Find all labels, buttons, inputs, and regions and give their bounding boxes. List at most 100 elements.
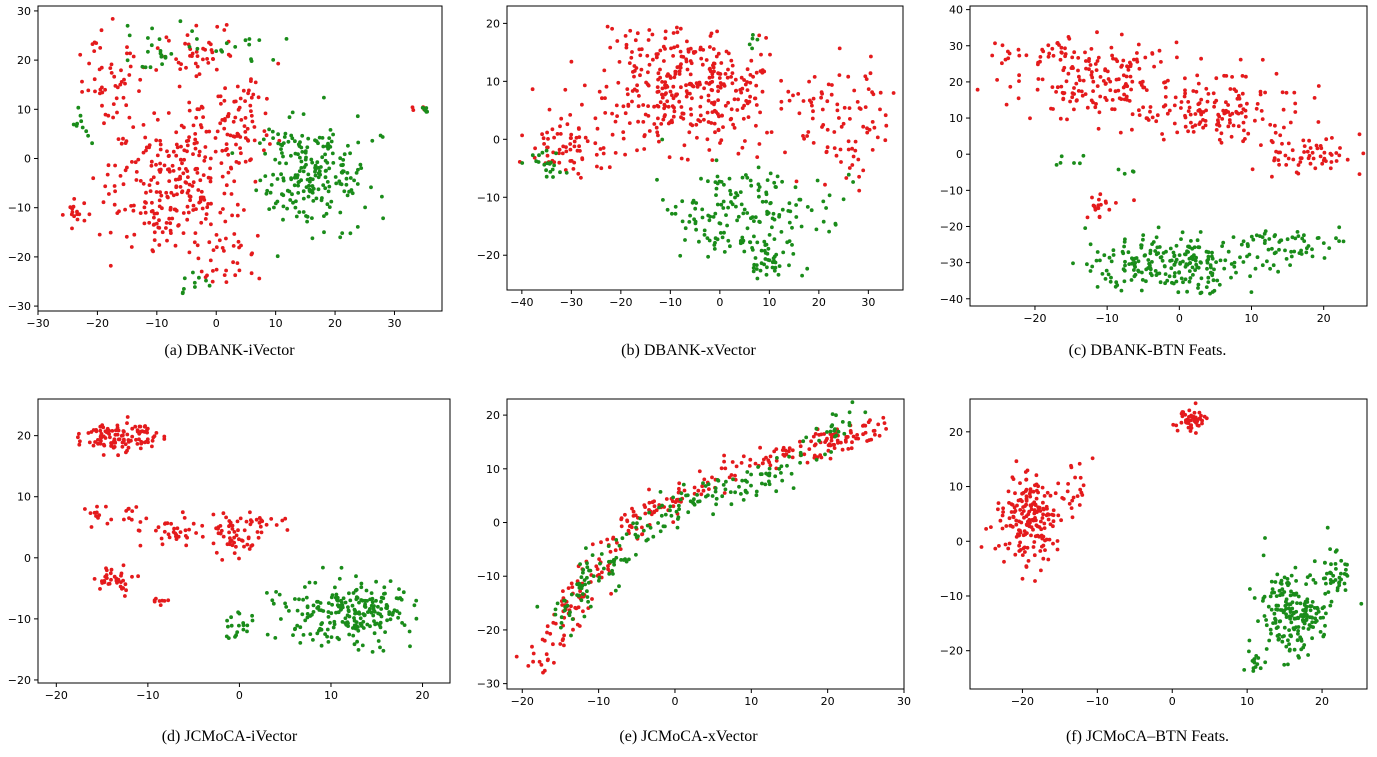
green-point (160, 62, 165, 66)
red-point (1046, 517, 1051, 522)
red-point (828, 456, 833, 461)
green-point (395, 609, 399, 613)
red-point (123, 442, 128, 447)
green-point (1294, 625, 1298, 630)
red-point (1029, 533, 1033, 538)
green-point (1114, 280, 1119, 285)
green-point (1284, 615, 1289, 619)
red-point (242, 124, 247, 128)
red-point (617, 60, 622, 64)
red-point (1224, 108, 1228, 113)
green-point (765, 178, 770, 183)
red-point (235, 84, 240, 89)
green-point (1277, 619, 1282, 624)
x-tick-label: −10 (145, 317, 168, 330)
red-point (167, 535, 172, 540)
red-point (1030, 517, 1035, 522)
red-point (714, 54, 719, 59)
red-point (787, 98, 792, 103)
green-point (316, 187, 321, 192)
green-point (656, 521, 660, 525)
red-point (93, 89, 97, 94)
points-group (60, 17, 429, 296)
green-point (722, 230, 726, 235)
green-point (706, 179, 710, 184)
red-point (708, 69, 713, 74)
red-point (846, 147, 851, 152)
y-tick-label: 10 (949, 481, 963, 494)
x-tick-label: −10 (659, 296, 682, 309)
red-point (1293, 101, 1298, 106)
green-point (325, 627, 330, 632)
red-point (1186, 425, 1191, 430)
green-point (1328, 578, 1333, 582)
red-point (650, 32, 655, 37)
green-point (535, 604, 540, 609)
green-point (127, 33, 132, 38)
red-point (642, 147, 647, 151)
red-point (605, 24, 610, 29)
red-point (689, 112, 694, 117)
red-point (244, 519, 249, 524)
green-point (305, 612, 310, 616)
green-point (245, 629, 249, 634)
red-point (137, 437, 141, 442)
green-point (787, 263, 791, 268)
green-point (774, 185, 778, 190)
red-point (184, 65, 188, 70)
green-point (1313, 581, 1318, 585)
green-point (297, 597, 301, 602)
red-point (796, 92, 801, 96)
green-point (1341, 239, 1346, 244)
x-tick-label: 20 (1317, 312, 1331, 325)
red-point (716, 112, 720, 116)
green-point (1294, 579, 1298, 583)
red-point (671, 504, 676, 509)
red-point (723, 466, 728, 471)
green-point (1234, 270, 1238, 275)
green-point (374, 598, 378, 603)
red-point (670, 120, 674, 125)
green-point (1359, 601, 1364, 606)
green-point (1271, 263, 1276, 268)
red-point (695, 135, 699, 140)
green-point (271, 172, 275, 177)
red-point (185, 204, 190, 209)
red-point (671, 520, 676, 524)
green-point (313, 580, 318, 585)
green-point (1146, 258, 1151, 262)
green-point (352, 178, 356, 183)
green-point (1258, 666, 1263, 671)
red-point (852, 88, 857, 93)
red-point (740, 86, 745, 91)
green-point (1107, 255, 1112, 260)
green-point (1156, 251, 1161, 256)
red-point (232, 535, 237, 540)
green-point (757, 219, 762, 224)
green-point (710, 494, 715, 498)
red-point (668, 89, 673, 94)
red-point (1228, 120, 1232, 125)
y-tick-label: −10 (8, 613, 31, 626)
green-point (834, 413, 838, 418)
red-point (1203, 123, 1208, 128)
red-point (637, 94, 641, 98)
green-point (790, 225, 794, 230)
green-point (827, 193, 832, 198)
red-point (1047, 537, 1052, 542)
red-point (103, 184, 108, 189)
green-point (331, 132, 335, 137)
red-point (1226, 124, 1231, 129)
red-point (570, 585, 575, 589)
green-point (1329, 562, 1333, 567)
green-point (1157, 271, 1162, 276)
red-point (246, 91, 251, 96)
red-point (736, 151, 741, 156)
red-point (810, 103, 814, 108)
green-point (1158, 280, 1163, 285)
green-point (1304, 582, 1308, 586)
red-point (722, 491, 727, 495)
red-point (700, 62, 705, 67)
red-point (532, 155, 537, 160)
